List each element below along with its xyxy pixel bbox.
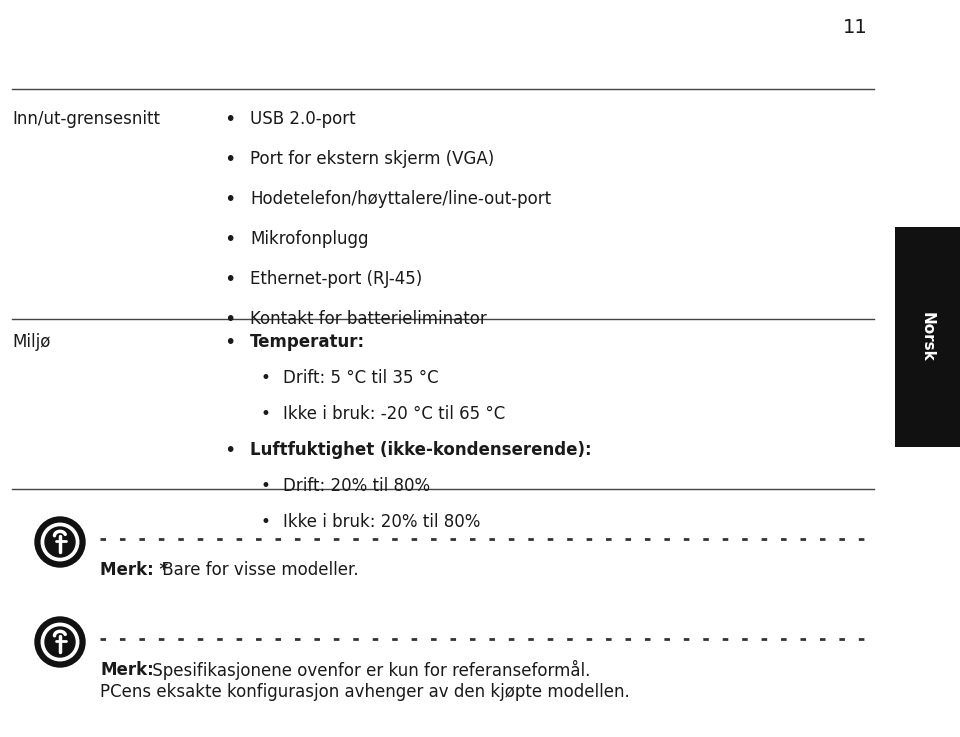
Text: •: • (225, 229, 236, 248)
Circle shape (45, 527, 75, 557)
Text: Merk: *: Merk: * (100, 561, 168, 579)
Circle shape (41, 624, 79, 661)
Text: •: • (225, 441, 236, 459)
Text: Miljø: Miljø (12, 333, 50, 351)
Text: •: • (260, 369, 270, 387)
Circle shape (35, 517, 85, 567)
Text: Hodetelefon/høyttalere/line-out-port: Hodetelefon/høyttalere/line-out-port (250, 190, 551, 208)
Text: Bare for visse modeller.: Bare for visse modeller. (157, 561, 359, 579)
Text: Merk:: Merk: (100, 661, 154, 679)
Circle shape (45, 627, 75, 657)
Text: •: • (225, 270, 236, 288)
FancyBboxPatch shape (895, 227, 960, 447)
Text: Ethernet-port (RJ-45): Ethernet-port (RJ-45) (250, 270, 422, 288)
Circle shape (41, 523, 79, 561)
Text: •: • (225, 110, 236, 128)
Circle shape (35, 617, 85, 667)
Text: Drift: 5 °C til 35 °C: Drift: 5 °C til 35 °C (283, 369, 439, 387)
Text: •: • (225, 189, 236, 209)
Text: Ikke i bruk: -20 °C til 65 °C: Ikke i bruk: -20 °C til 65 °C (283, 405, 505, 423)
Text: •: • (260, 477, 270, 495)
Text: •: • (225, 150, 236, 169)
Text: USB 2.0-port: USB 2.0-port (250, 110, 355, 128)
Text: Kontakt for batterieliminator: Kontakt for batterieliminator (250, 310, 487, 328)
Text: •: • (225, 332, 236, 352)
Text: Inn/ut-grensesnitt: Inn/ut-grensesnitt (12, 110, 160, 128)
Text: PCens eksakte konfigurasjon avhenger av den kjøpte modellen.: PCens eksakte konfigurasjon avhenger av … (100, 683, 630, 701)
Text: •: • (260, 405, 270, 423)
Text: Temperatur:: Temperatur: (250, 333, 365, 351)
Text: •: • (225, 310, 236, 329)
Text: Mikrofonplugg: Mikrofonplugg (250, 230, 369, 248)
Text: 11: 11 (843, 18, 868, 37)
Text: Port for ekstern skjerm (VGA): Port for ekstern skjerm (VGA) (250, 150, 494, 168)
Text: •: • (260, 513, 270, 531)
Text: Ikke i bruk: 20% til 80%: Ikke i bruk: 20% til 80% (283, 513, 480, 531)
Text: Norsk: Norsk (920, 312, 935, 362)
Text: Drift: 20% til 80%: Drift: 20% til 80% (283, 477, 430, 495)
Text: Spesifikasjonene ovenfor er kun for referanseformål.: Spesifikasjonene ovenfor er kun for refe… (147, 660, 590, 680)
Text: Luftfuktighet (ikke-kondenserende):: Luftfuktighet (ikke-kondenserende): (250, 441, 591, 459)
